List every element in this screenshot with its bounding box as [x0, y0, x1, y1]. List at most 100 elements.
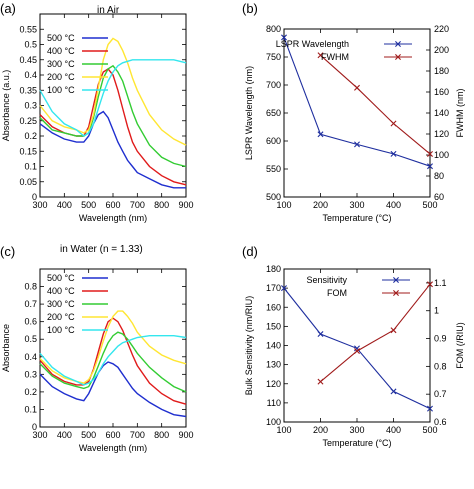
data-point	[317, 378, 324, 385]
legend-label: 300 °C	[47, 299, 75, 309]
x-axis-label: Temperature (°C)	[322, 438, 391, 448]
legend-label: 200 °C	[47, 72, 75, 82]
data-point	[390, 327, 397, 334]
legend-label: 100 °C	[47, 85, 75, 95]
y-tick-label: 0.4	[24, 352, 37, 362]
y-axis-label: LSPR Wavelength (nm)	[244, 66, 254, 160]
y-tick-label: 0.55	[19, 24, 37, 34]
x-tick-label: 700	[130, 200, 145, 210]
legend-label: 300 °C	[47, 59, 75, 69]
panel-label: (d)	[242, 244, 258, 259]
legend-marker	[395, 41, 401, 47]
data-point	[281, 285, 287, 292]
y-right-tick-label: 120	[434, 129, 449, 139]
x-tick-label: 300	[349, 200, 364, 210]
y-tick-label: 750	[266, 52, 281, 62]
legend-label: 500 °C	[47, 273, 75, 283]
y-tick-label: 600	[266, 136, 281, 146]
y-tick-label: 160	[266, 302, 281, 312]
y-tick-label: 500	[266, 192, 281, 202]
legend-label: 100 °C	[47, 325, 75, 335]
data-point	[281, 34, 287, 41]
y-tick-label: 0.5	[24, 40, 37, 50]
y-right-tick-label: 0.6	[434, 417, 447, 427]
y-right-tick-label: 0.8	[434, 361, 447, 371]
y-tick-label: 0.45	[19, 55, 37, 65]
y-right-axis-label: FOM (/RIU)	[455, 322, 465, 369]
legend-marker	[393, 277, 399, 283]
y-tick-label: 0.05	[19, 177, 37, 187]
x-tick-label: 400	[386, 200, 401, 210]
series-line-300-c	[39, 331, 187, 393]
legend-label: 200 °C	[47, 312, 75, 322]
chart-title: in Air	[97, 5, 120, 16]
data-point	[317, 331, 324, 338]
x-axis-label: Wavelength (nm)	[79, 443, 147, 453]
y-tick-label: 0	[32, 422, 37, 432]
series-line-fwhm	[320, 54, 431, 155]
x-tick-label: 400	[57, 200, 72, 210]
x-tick-label: 600	[105, 200, 120, 210]
data-point	[427, 150, 433, 157]
y-axis-label: Absorbance (a.u.)	[1, 70, 11, 142]
x-axis-label: Wavelength (nm)	[79, 213, 147, 223]
data-point	[354, 84, 360, 91]
series-line-500-c	[39, 110, 186, 189]
x-tick-label: 200	[313, 425, 328, 435]
y-tick-label: 650	[266, 108, 281, 118]
legend-marker	[395, 54, 401, 60]
y-right-tick-label: 200	[434, 45, 449, 55]
panel-label: (c)	[0, 244, 15, 259]
y-tick-label: 0.7	[24, 299, 37, 309]
y-tick-label: 0.3	[24, 369, 37, 379]
x-tick-label: 500	[81, 430, 96, 440]
series-line-fom	[320, 283, 431, 383]
data-point	[427, 163, 433, 170]
series-line-500-c	[39, 361, 187, 418]
y-tick-label: 550	[266, 164, 281, 174]
data-point	[427, 281, 433, 288]
y-tick-label: 0.1	[24, 162, 37, 172]
y-tick-label: 0.35	[19, 85, 37, 95]
x-tick-label: 400	[57, 430, 72, 440]
y-tick-label: 800	[266, 24, 281, 34]
y-tick-label: 170	[266, 283, 281, 293]
y-tick-label: 100	[266, 417, 281, 427]
legend-label: 400 °C	[47, 46, 75, 56]
y-tick-label: 140	[266, 341, 281, 351]
y-right-axis-label: FWHM (nm)	[455, 89, 465, 138]
x-tick-label: 900	[178, 200, 193, 210]
y-right-tick-label: 1	[434, 306, 439, 316]
y-right-tick-label: 180	[434, 66, 449, 76]
y-tick-label: 0.8	[24, 282, 37, 292]
y-tick-label: 110	[267, 398, 281, 408]
y-tick-label: 150	[266, 321, 281, 331]
panel-label: (a)	[0, 1, 16, 16]
x-tick-label: 900	[178, 430, 193, 440]
y-right-tick-label: 0.7	[434, 389, 447, 399]
x-tick-label: 300	[32, 430, 47, 440]
y-right-tick-label: 60	[434, 192, 444, 202]
series-line-100-c	[39, 59, 187, 137]
x-tick-label: 300	[349, 425, 364, 435]
legend-label: FOM	[327, 288, 347, 298]
y-right-tick-label: 100	[434, 150, 449, 160]
x-tick-label: 400	[386, 425, 401, 435]
y-tick-label: 0.1	[24, 404, 37, 414]
data-point	[390, 388, 397, 395]
x-tick-label: 300	[32, 200, 47, 210]
data-point	[390, 120, 397, 127]
x-tick-label: 500	[422, 425, 437, 435]
chart-title: in Water (n = 1.33)	[60, 244, 143, 255]
x-tick-label: 800	[154, 200, 169, 210]
data-point	[354, 141, 360, 148]
y-tick-label: 0.6	[24, 317, 37, 327]
x-tick-label: 500	[81, 200, 96, 210]
y-right-tick-label: 80	[434, 171, 444, 181]
data-point	[427, 405, 433, 412]
x-tick-label: 500	[422, 200, 437, 210]
y-tick-label: 0.15	[19, 146, 37, 156]
x-tick-label: 800	[154, 430, 169, 440]
plot-frame	[283, 268, 431, 423]
